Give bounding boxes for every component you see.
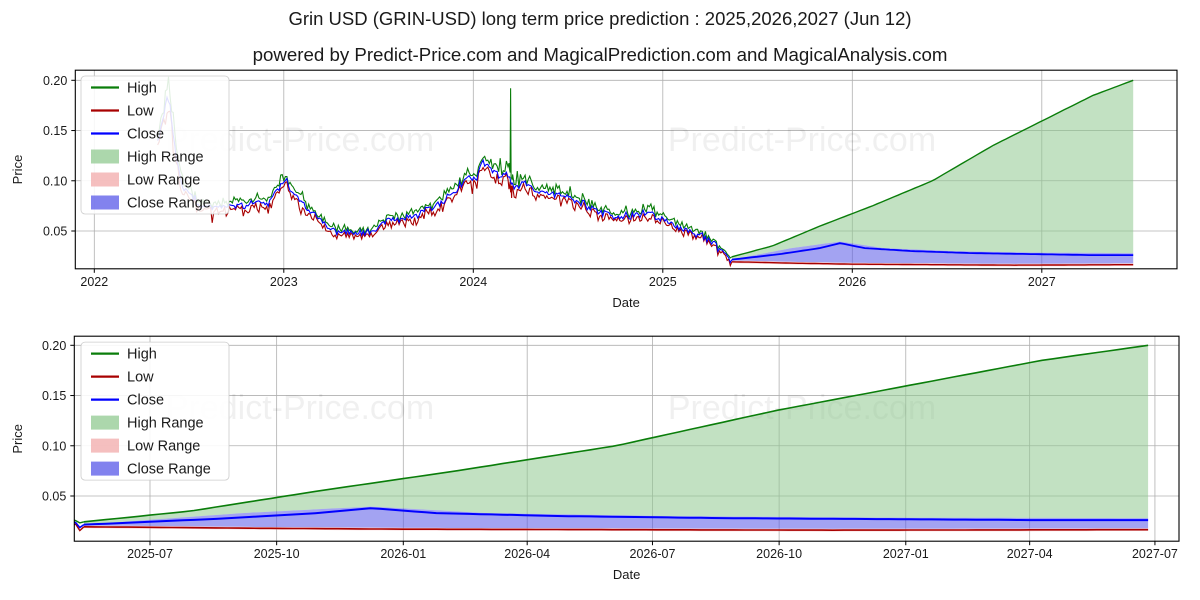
svg-text:0.10: 0.10 — [42, 439, 66, 453]
svg-text:Predict-Price.com: Predict-Price.com — [668, 121, 936, 159]
svg-text:2027-04: 2027-04 — [1007, 547, 1053, 561]
svg-text:High: High — [127, 81, 157, 97]
svg-text:High Range: High Range — [127, 150, 204, 166]
svg-text:0.05: 0.05 — [43, 225, 67, 239]
svg-text:2025-10: 2025-10 — [254, 547, 300, 561]
svg-text:0.20: 0.20 — [43, 74, 67, 88]
svg-text:2027: 2027 — [1028, 275, 1056, 289]
svg-text:0.10: 0.10 — [43, 174, 67, 188]
svg-text:Close Range: Close Range — [127, 462, 211, 478]
svg-text:2026-07: 2026-07 — [630, 547, 676, 561]
svg-text:Price: Price — [10, 424, 25, 454]
svg-text:Low Range: Low Range — [127, 173, 200, 189]
svg-text:2025: 2025 — [649, 275, 677, 289]
svg-text:2026-10: 2026-10 — [756, 547, 802, 561]
svg-text:2024: 2024 — [459, 275, 487, 289]
svg-text:Date: Date — [612, 295, 639, 310]
svg-text:Close: Close — [127, 127, 164, 143]
svg-text:2022: 2022 — [80, 275, 108, 289]
svg-text:2027-07: 2027-07 — [1132, 547, 1178, 561]
svg-text:High: High — [127, 347, 157, 363]
svg-text:2023: 2023 — [270, 275, 298, 289]
svg-text:Close Range: Close Range — [127, 196, 211, 212]
svg-text:Low Range: Low Range — [127, 439, 200, 455]
svg-text:Close: Close — [127, 393, 164, 409]
svg-text:0.05: 0.05 — [42, 490, 66, 504]
svg-text:0.15: 0.15 — [43, 124, 67, 138]
svg-text:2025-07: 2025-07 — [127, 547, 173, 561]
svg-text:0.15: 0.15 — [42, 389, 66, 403]
svg-text:Price: Price — [10, 155, 25, 185]
svg-text:Low: Low — [127, 370, 154, 386]
svg-text:High Range: High Range — [127, 416, 204, 432]
svg-text:0.20: 0.20 — [42, 339, 66, 353]
svg-text:Low: Low — [127, 104, 154, 120]
svg-text:2026-01: 2026-01 — [380, 547, 426, 561]
svg-text:2026-04: 2026-04 — [504, 547, 550, 561]
svg-text:2027-01: 2027-01 — [883, 547, 929, 561]
svg-text:Date: Date — [613, 567, 640, 582]
svg-text:2026: 2026 — [838, 275, 866, 289]
